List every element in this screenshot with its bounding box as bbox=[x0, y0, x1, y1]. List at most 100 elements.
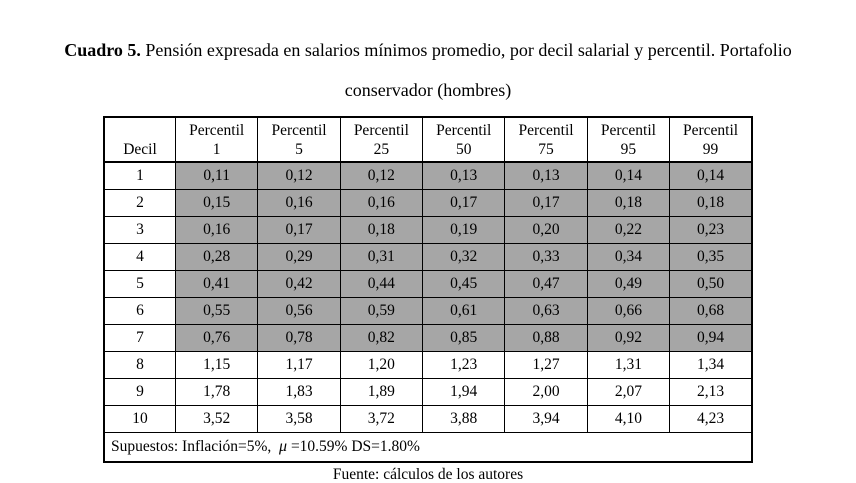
table-row: 9 1,78 1,83 1,89 1,94 2,00 2,07 2,13 bbox=[103, 378, 753, 406]
value-cell: 0,66 bbox=[586, 297, 671, 325]
table-row: 1 0,11 0,12 0,12 0,13 0,13 0,14 0,14 bbox=[103, 161, 753, 190]
value-cell: 0,18 bbox=[339, 216, 424, 244]
table-row: 7 0,76 0,78 0,82 0,85 0,88 0,92 0,94 bbox=[103, 324, 753, 352]
column-header-percentil-25: Percentil 25 bbox=[339, 116, 424, 163]
decil-cell: 2 bbox=[103, 189, 176, 217]
table-header-row: Decil Percentil 1 Percentil 5 Percentil 25 Per… bbox=[103, 116, 753, 163]
value-cell: 0,20 bbox=[504, 216, 588, 244]
percentil-word: Percentil bbox=[600, 122, 656, 139]
value-cell: 0,29 bbox=[257, 243, 341, 271]
value-cell: 0,17 bbox=[422, 189, 506, 217]
percentil-number: 95 bbox=[620, 141, 637, 158]
column-header-percentil-5: Percentil 5 bbox=[257, 116, 341, 163]
value-cell: 3,58 bbox=[257, 405, 341, 433]
value-cell: 1,89 bbox=[339, 378, 424, 406]
value-cell: 0,28 bbox=[174, 243, 259, 271]
value-cell: 0,63 bbox=[504, 297, 588, 325]
mu-symbol: μ bbox=[279, 438, 288, 455]
value-cell: 0,17 bbox=[257, 216, 341, 244]
decil-cell: 9 bbox=[103, 378, 176, 406]
value-cell: 0,78 bbox=[257, 324, 341, 352]
value-cell: 1,15 bbox=[174, 351, 259, 379]
percentil-number: 99 bbox=[702, 141, 719, 158]
value-cell: 0,44 bbox=[339, 270, 424, 298]
value-cell: 0,34 bbox=[586, 243, 671, 271]
value-cell: 1,34 bbox=[669, 351, 753, 379]
percentil-word: Percentil bbox=[682, 122, 739, 139]
percentil-word: Percentil bbox=[271, 122, 327, 139]
value-cell: 0,18 bbox=[669, 189, 753, 217]
value-cell: 0,16 bbox=[339, 189, 424, 217]
caption-number: Cuadro 5. bbox=[64, 40, 141, 60]
value-cell: 0,17 bbox=[504, 189, 588, 217]
value-cell: 0,47 bbox=[504, 270, 588, 298]
value-cell: 0,41 bbox=[174, 270, 259, 298]
value-cell: 0,50 bbox=[669, 270, 753, 298]
value-cell: 1,27 bbox=[504, 351, 588, 379]
value-cell: 1,23 bbox=[422, 351, 506, 379]
percentil-number: 1 bbox=[212, 141, 221, 158]
percentil-word: Percentil bbox=[189, 122, 245, 139]
value-cell: 0,23 bbox=[669, 216, 753, 244]
value-cell: 0,19 bbox=[422, 216, 506, 244]
table-row: 6 0,55 0,56 0,59 0,61 0,63 0,66 0,68 bbox=[103, 297, 753, 325]
value-cell: 0,16 bbox=[257, 189, 341, 217]
percentil-number: 50 bbox=[455, 141, 472, 158]
caption-text: Pensión expresada en salarios mínimos pr… bbox=[140, 40, 792, 100]
value-cell: 0,82 bbox=[339, 324, 424, 352]
assumptions-row: Supuestos: Inflación=5%, μ =10.59% DS=1.… bbox=[103, 432, 753, 463]
value-cell: 0,92 bbox=[586, 324, 671, 352]
percentil-number: 25 bbox=[373, 141, 390, 158]
value-cell: 0,14 bbox=[586, 161, 671, 190]
table-row: 2 0,15 0,16 0,16 0,17 0,17 0,18 0,18 bbox=[103, 189, 753, 217]
column-header-percentil-50: Percentil 50 bbox=[422, 116, 506, 163]
column-header-percentil-95: Percentil 95 bbox=[586, 116, 671, 163]
assumptions-cell: Supuestos: Inflación=5%, μ =10.59% DS=1.… bbox=[103, 432, 753, 463]
value-cell: 0,15 bbox=[174, 189, 259, 217]
value-cell: 0,88 bbox=[504, 324, 588, 352]
value-cell: 1,94 bbox=[422, 378, 506, 406]
value-cell: 4,10 bbox=[586, 405, 671, 433]
decil-cell: 3 bbox=[103, 216, 176, 244]
value-cell: 4,23 bbox=[669, 405, 753, 433]
value-cell: 2,07 bbox=[586, 378, 671, 406]
value-cell: 1,20 bbox=[339, 351, 424, 379]
value-cell: 3,94 bbox=[504, 405, 588, 433]
value-cell: 0,13 bbox=[504, 161, 588, 190]
percentil-number: 75 bbox=[538, 141, 554, 158]
column-header-percentil-1: Percentil 1 bbox=[174, 116, 259, 163]
value-cell: 0,31 bbox=[339, 243, 424, 271]
value-cell: 0,56 bbox=[257, 297, 341, 325]
value-cell: 3,88 bbox=[422, 405, 506, 433]
value-cell: 0,94 bbox=[669, 324, 753, 352]
value-cell: 0,61 bbox=[422, 297, 506, 325]
decil-cell: 8 bbox=[103, 351, 176, 379]
decil-cell: 7 bbox=[103, 324, 176, 352]
value-cell: 0,68 bbox=[669, 297, 753, 325]
value-cell: 3,72 bbox=[339, 405, 424, 433]
value-cell: 0,12 bbox=[339, 161, 424, 190]
value-cell: 0,42 bbox=[257, 270, 341, 298]
column-header-percentil-99: Percentil 99 bbox=[669, 116, 753, 163]
value-cell: 0,13 bbox=[422, 161, 506, 190]
percentil-word: Percentil bbox=[518, 122, 574, 139]
column-header-decil: Decil bbox=[103, 116, 176, 163]
value-cell: 0,49 bbox=[586, 270, 671, 298]
value-cell: 1,17 bbox=[257, 351, 341, 379]
value-cell: 3,52 bbox=[174, 405, 259, 433]
value-cell: 1,83 bbox=[257, 378, 341, 406]
source-note: Fuente: cálculos de los autores bbox=[332, 466, 524, 483]
table-body: 1 0,11 0,12 0,12 0,13 0,13 0,14 0,14 2 0,15 0,16 0,… bbox=[103, 161, 753, 433]
assumptions-prefix: Supuestos: Inflación=5%, bbox=[111, 438, 280, 455]
decil-cell: 4 bbox=[103, 243, 176, 271]
column-header-percentil-75: Percentil 75 bbox=[504, 116, 588, 163]
percentil-word: Percentil bbox=[436, 122, 492, 139]
table-row: 3 0,16 0,17 0,18 0,19 0,20 0,22 0,23 bbox=[103, 216, 753, 244]
value-cell: 0,22 bbox=[586, 216, 671, 244]
table-row: 4 0,28 0,29 0,31 0,32 0,33 0,34 0,35 bbox=[103, 243, 753, 271]
table-head: Decil Percentil 1 Percentil 5 Percentil 25 Per… bbox=[103, 116, 753, 163]
percentil-number: 5 bbox=[295, 141, 303, 158]
value-cell: 0,59 bbox=[339, 297, 424, 325]
table-foot: Supuestos: Inflación=5%, μ =10.59% DS=1.… bbox=[103, 432, 753, 463]
